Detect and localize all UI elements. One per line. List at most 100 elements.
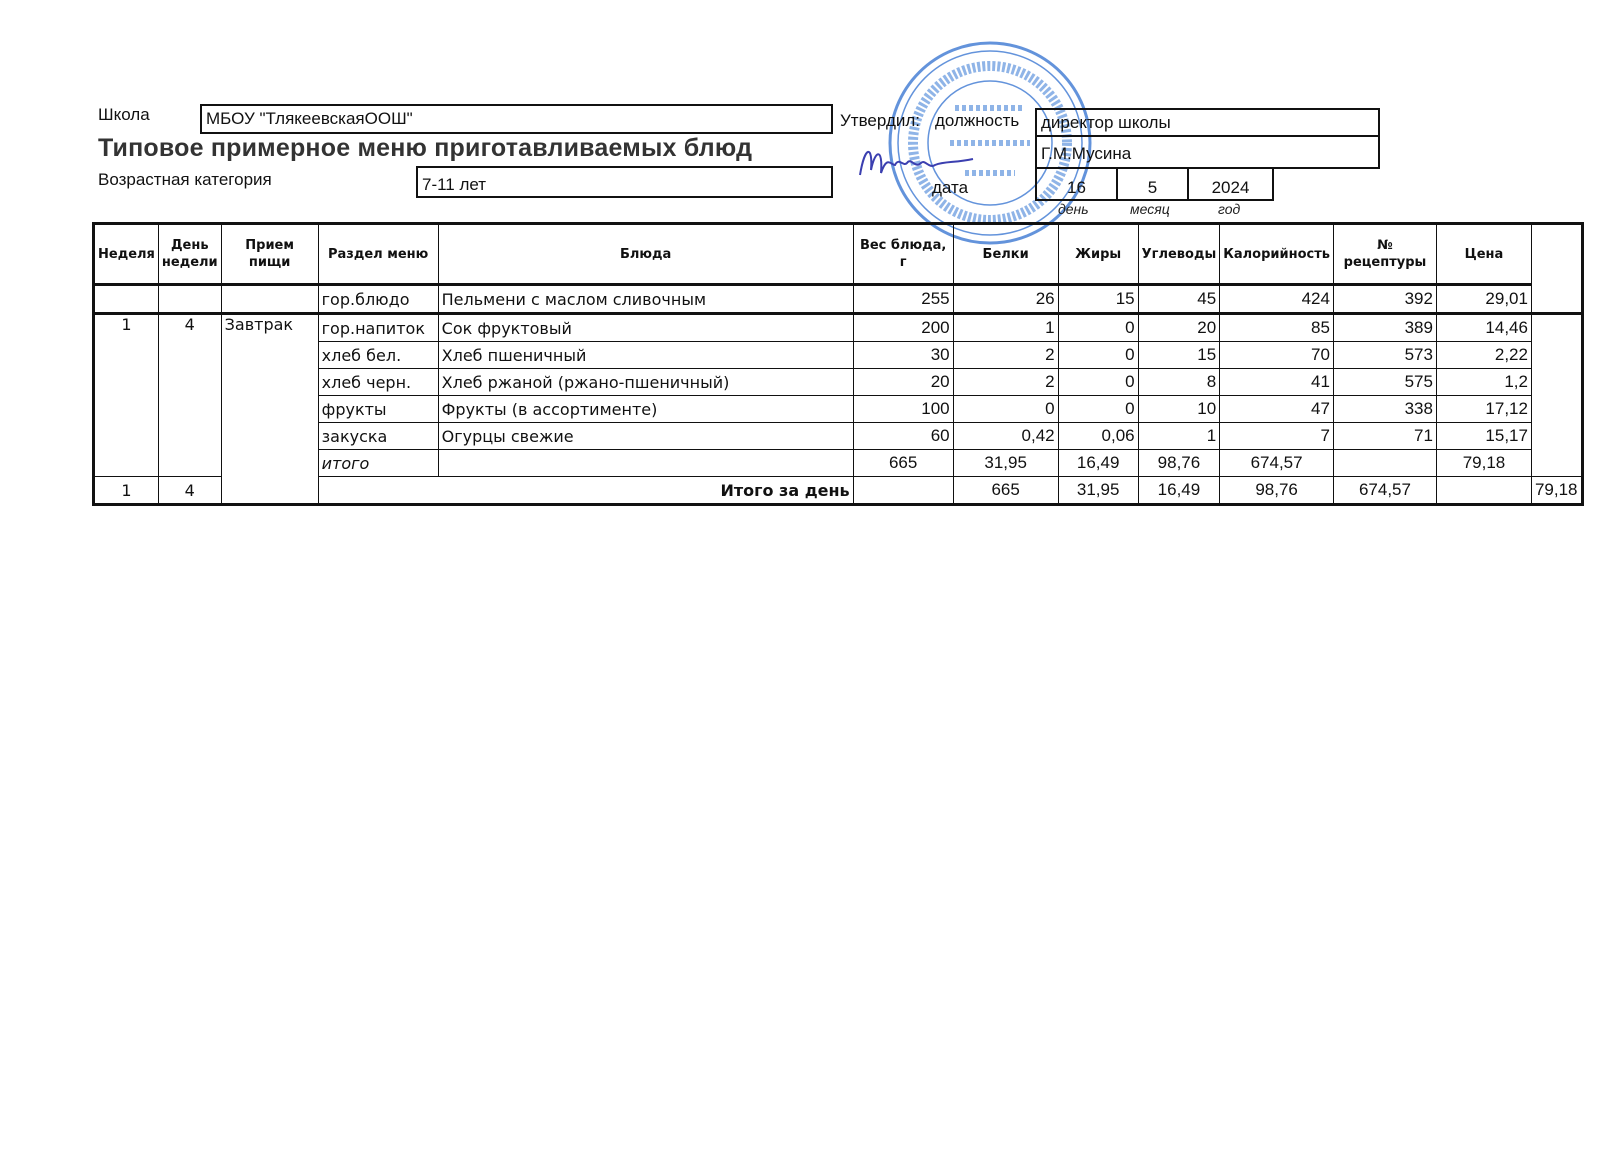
table-header-row: Неделя День недели Прием пищи Раздел мен… <box>93 223 1583 286</box>
weekday-cell: 4 <box>157 313 222 477</box>
section-cell: гор.напиток <box>317 313 439 342</box>
recipe-cell: 338 <box>1332 395 1437 423</box>
col-meal: Прием пищи <box>220 223 319 286</box>
col-weight: Вес блюда, г <box>852 223 954 286</box>
dish-cell: Фрукты (в ассортименте) <box>437 395 854 423</box>
recipe-cell: 392 <box>1332 284 1437 314</box>
age-field: 7-11 лет <box>416 166 833 198</box>
weight-cell: 30 <box>852 341 954 369</box>
col-dish: Блюда <box>437 223 854 286</box>
dish-cell: Хлеб пшеничный <box>437 341 854 369</box>
signature <box>859 150 974 176</box>
col-week: Неделя <box>93 223 159 286</box>
section-cell: гор.блюдо <box>317 284 439 314</box>
day-caption: день <box>1058 201 1089 217</box>
kcal-cell: 47 <box>1219 395 1334 423</box>
recipe-cell: 575 <box>1332 368 1437 396</box>
carbs-cell: 98,76 <box>1219 476 1334 505</box>
page-title: Типовое примерное меню приготавливаемых … <box>98 134 753 162</box>
price-cell: 79,18 <box>1530 476 1583 505</box>
weight-cell: 60 <box>852 422 954 450</box>
col-fat: Жиры <box>1057 223 1139 286</box>
protein-cell: 1 <box>952 313 1059 342</box>
name-field: Г.М.Мусина <box>1035 135 1380 169</box>
carbs-cell: 15 <box>1137 341 1221 369</box>
table-row: гор.блюдо Пельмени с маслом сливочным 25… <box>93 284 1583 314</box>
fat-cell: 0 <box>1057 341 1139 369</box>
price-cell: 79,18 <box>1435 449 1532 477</box>
fat-cell: 0,06 <box>1057 422 1139 450</box>
day-total-label: Итого за день <box>317 476 854 505</box>
dish-cell <box>852 476 954 505</box>
meal-cell: Завтрак <box>220 313 319 505</box>
fat-cell: 0 <box>1057 368 1139 396</box>
kcal-cell: 7 <box>1219 422 1334 450</box>
position-label: должность <box>935 111 1020 130</box>
kcal-cell: 85 <box>1219 313 1334 342</box>
fat-cell: 16,49 <box>1137 476 1221 505</box>
col-recipe: № рецептуры <box>1332 223 1437 286</box>
date-label: дата <box>932 178 969 197</box>
week-cell: 1 <box>93 476 159 505</box>
dish-cell: Хлеб ржаной (ржано-пшеничный) <box>437 368 854 396</box>
weight-cell: 665 <box>952 476 1059 505</box>
dish-cell: Сок фруктовый <box>437 313 854 342</box>
protein-cell: 31,95 <box>1057 476 1139 505</box>
col-weekday: День недели <box>157 223 222 286</box>
day-total-row: 1 4 Итого за день 665 31,95 16,49 98,76 … <box>93 476 1583 505</box>
section-cell: хлеб черн. <box>317 368 439 396</box>
protein-cell: 0 <box>952 395 1059 423</box>
carbs-cell: 10 <box>1137 395 1221 423</box>
protein-cell: 2 <box>952 341 1059 369</box>
fat-cell: 15 <box>1057 284 1139 314</box>
kcal-cell: 424 <box>1219 284 1334 314</box>
kcal-cell: 41 <box>1219 368 1334 396</box>
weight-cell: 665 <box>852 449 954 477</box>
recipe-cell: 71 <box>1332 422 1437 450</box>
protein-cell: 0,42 <box>952 422 1059 450</box>
recipe-cell <box>1435 476 1532 505</box>
carbs-cell: 8 <box>1137 368 1221 396</box>
weight-cell: 255 <box>852 284 954 314</box>
fat-cell: 0 <box>1057 395 1139 423</box>
col-price: Цена <box>1435 223 1532 286</box>
weight-cell: 20 <box>852 368 954 396</box>
date-year-field: 2024 <box>1187 167 1274 201</box>
section-cell: хлеб бел. <box>317 341 439 369</box>
carbs-cell: 1 <box>1137 422 1221 450</box>
approved-label: Утвердил: <box>840 111 921 130</box>
dish-cell: Пельмени с маслом сливочным <box>437 284 854 314</box>
fat-cell: 16,49 <box>1057 449 1139 477</box>
date-month-field: 5 <box>1116 167 1189 201</box>
year-caption: год <box>1218 201 1241 217</box>
menu-table: Неделя День недели Прием пищи Раздел мен… <box>92 222 1584 506</box>
week-cell: 1 <box>93 313 159 477</box>
age-label: Возрастная категория <box>98 170 272 189</box>
carbs-cell: 98,76 <box>1137 449 1221 477</box>
protein-cell: 31,95 <box>952 449 1059 477</box>
week-cell <box>93 284 159 314</box>
recipe-cell: 573 <box>1332 341 1437 369</box>
col-protein: Белки <box>952 223 1059 286</box>
school-field: МБОУ "ТлякеевскаяООШ" <box>200 104 833 134</box>
meal-cell <box>220 284 319 314</box>
weight-cell: 200 <box>852 313 954 342</box>
protein-cell: 26 <box>952 284 1059 314</box>
price-cell: 17,12 <box>1435 395 1532 423</box>
date-day-field: 16 <box>1035 167 1118 201</box>
price-cell: 15,17 <box>1435 422 1532 450</box>
weekday-cell: 4 <box>157 476 222 505</box>
dish-cell: Огурцы свежие <box>437 422 854 450</box>
table-row: 1 4 Завтрак гор.напиток Сок фруктовый 20… <box>93 313 1583 505</box>
fat-cell: 0 <box>1057 313 1139 342</box>
kcal-cell: 70 <box>1219 341 1334 369</box>
recipe-cell <box>1332 449 1437 477</box>
section-cell: фрукты <box>317 395 439 423</box>
price-cell: 14,46 <box>1435 313 1532 342</box>
price-cell: 2,22 <box>1435 341 1532 369</box>
position-field: директор школы <box>1035 108 1380 137</box>
section-cell: закуска <box>317 422 439 450</box>
carbs-cell: 45 <box>1137 284 1221 314</box>
table-row: хлеб бел. Хлеб пшеничный 30 2 0 15 70 57… <box>94 341 1583 369</box>
col-carbs: Углеводы <box>1137 223 1221 286</box>
